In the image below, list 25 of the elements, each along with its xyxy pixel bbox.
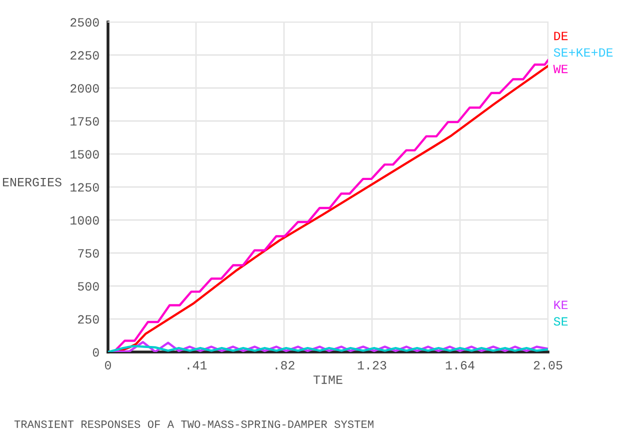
- series-label: SE: [554, 317, 568, 326]
- y-tick-label: 1000: [70, 216, 99, 225]
- y-tick-label: 500: [78, 282, 99, 291]
- text: KE: [554, 300, 568, 310]
- y-tick-label: 2000: [70, 84, 99, 93]
- y-tick-label: 1500: [70, 150, 99, 159]
- x-tick-label: .82: [276, 361, 294, 370]
- series-label: WE: [553, 64, 568, 74]
- y-tick-label: 1250: [70, 183, 99, 192]
- y-axis-title: ENERGIES: [2, 178, 62, 186]
- y-tick-label: 2250: [70, 51, 99, 60]
- text: DE: [554, 32, 568, 40]
- y-tick-label: 1750: [70, 117, 99, 126]
- x-tick-label: .41: [188, 361, 207, 370]
- y-tick-label: 2500: [70, 18, 99, 27]
- x-axis-title: TIME: [313, 376, 342, 384]
- legend-label: SE+KE+DE: [554, 48, 613, 57]
- text: TRANSIENT RESPONSES OF A TWO-MASS-SPRING-DAMPER SYSTEM: [14, 420, 374, 428]
- x-tick-label: 0: [105, 361, 111, 370]
- x-tick-label: 2.05: [534, 361, 562, 370]
- y-tick-label: 750: [78, 249, 99, 258]
- y-tick-label: 250: [78, 315, 99, 324]
- y-tick-label: 0: [92, 348, 99, 357]
- x-tick-label: 1.64: [446, 361, 474, 370]
- x-tick-label: 1.23: [358, 361, 386, 370]
